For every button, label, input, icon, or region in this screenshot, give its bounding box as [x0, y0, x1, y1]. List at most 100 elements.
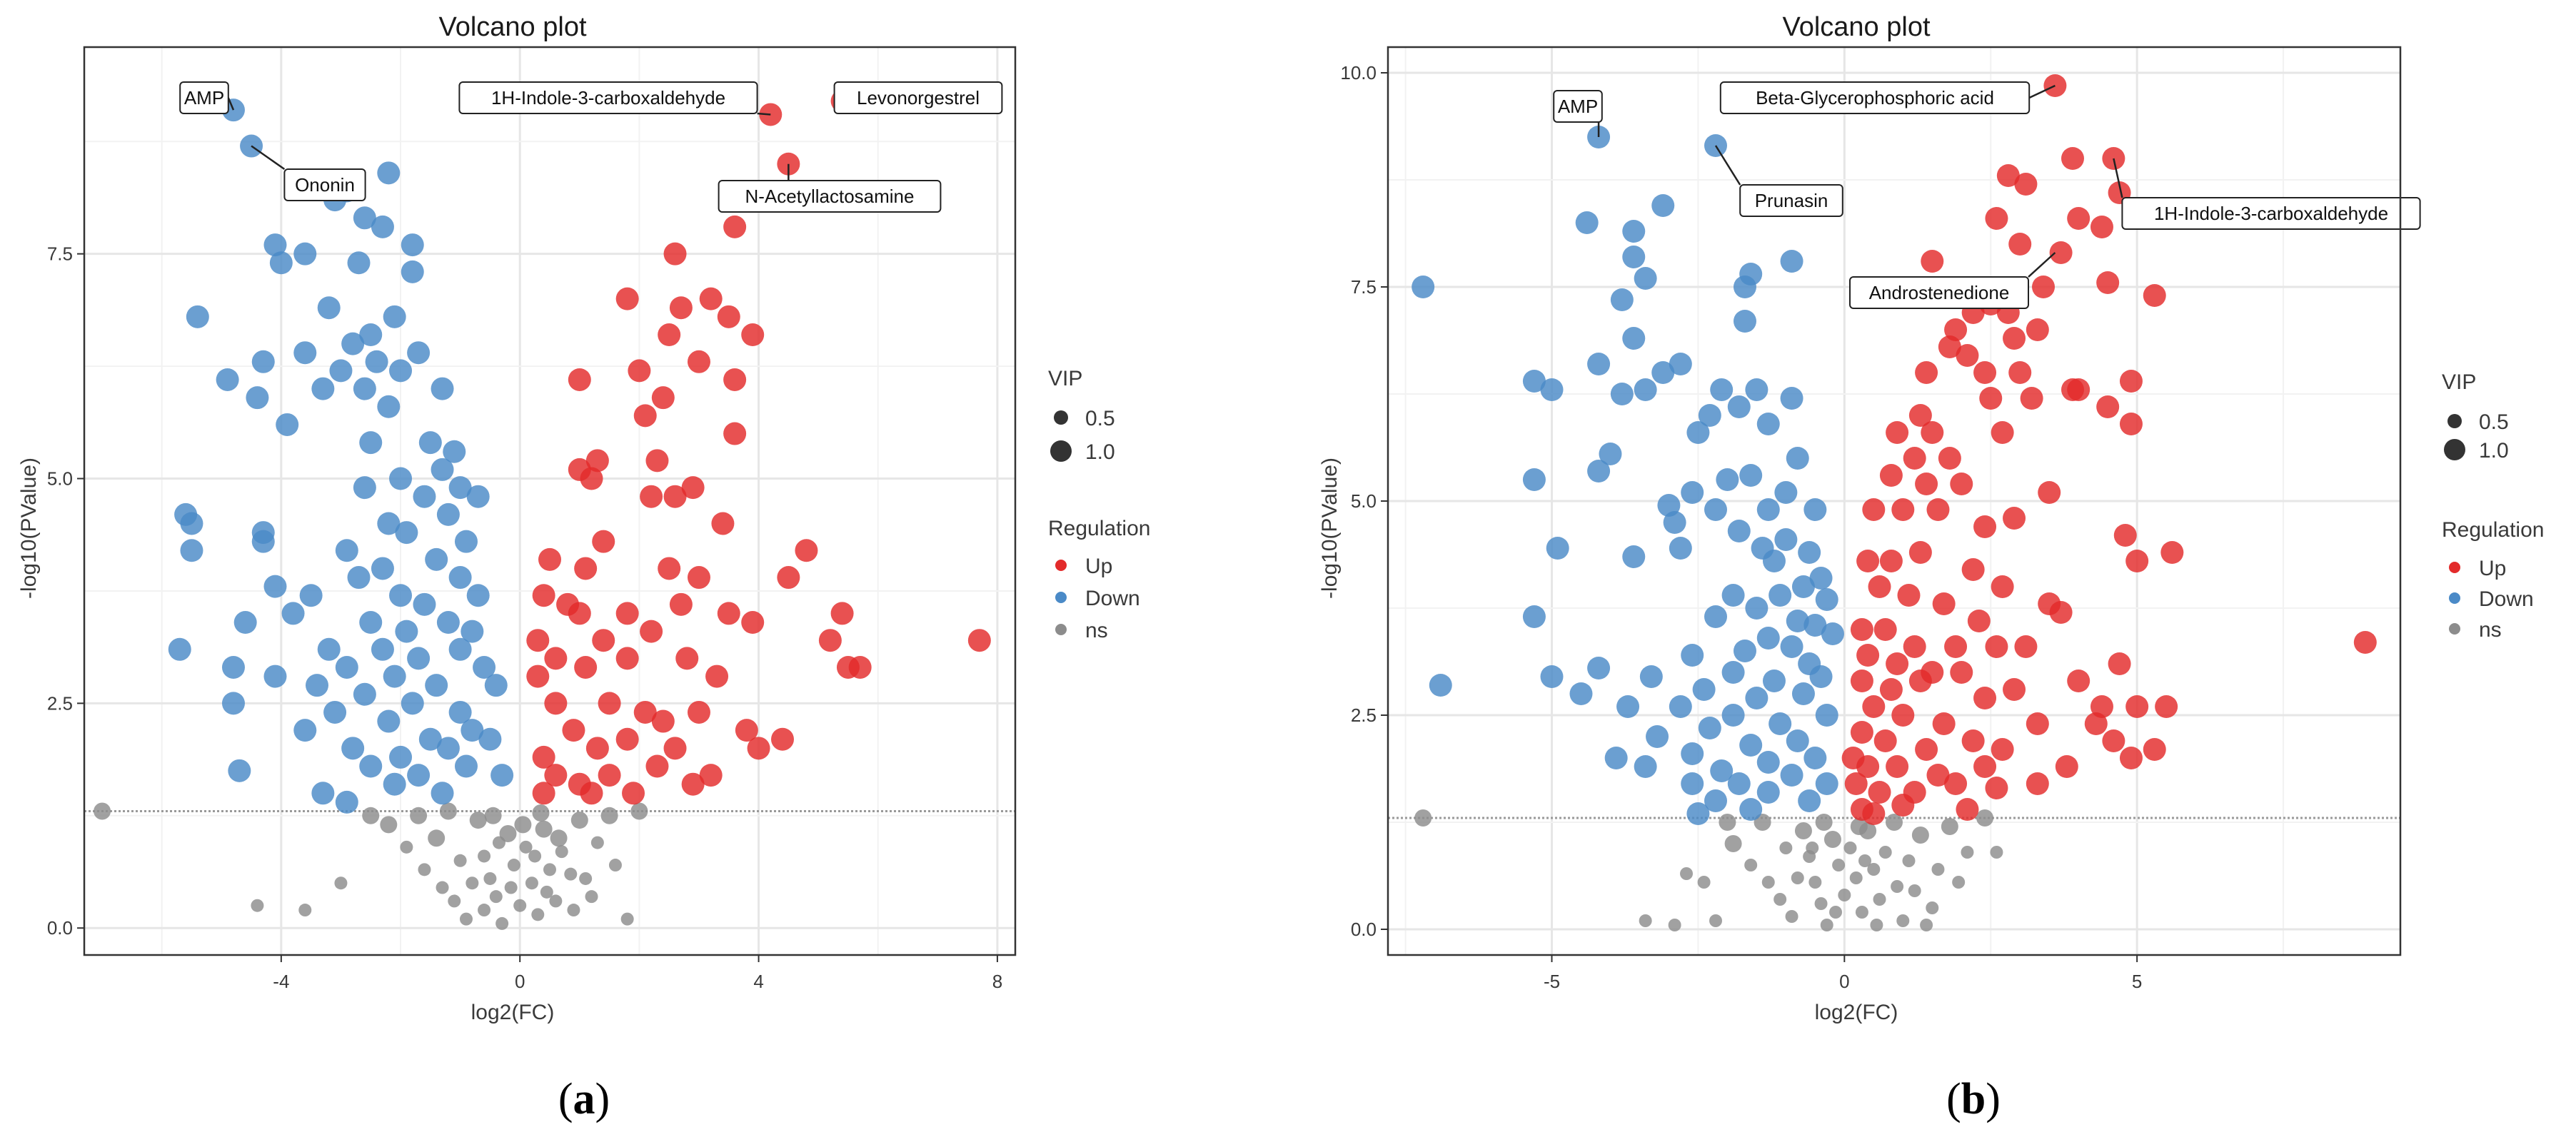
data-point-up: [848, 655, 872, 679]
data-point-up: [1915, 361, 1938, 384]
data-point-down: [1587, 353, 1611, 375]
data-point-up: [1985, 635, 2008, 658]
data-point-up: [1891, 704, 1915, 727]
data-point-down: [1721, 584, 1745, 607]
data-point-down: [407, 647, 431, 670]
data-point-up: [1862, 695, 1886, 718]
y-tick-label: 5.0: [1351, 490, 1377, 512]
data-point-up: [615, 647, 639, 670]
legend-vip-small-label-a: 0.5: [1085, 407, 1115, 430]
data-point-ns: [478, 904, 491, 917]
data-point-down: [1791, 682, 1815, 705]
label-leader-line: [227, 97, 235, 111]
data-point-down: [293, 341, 317, 365]
data-point-up: [1985, 207, 2008, 230]
annotation-label-box: [2121, 197, 2421, 230]
data-point-down: [359, 611, 383, 635]
data-point-up: [1932, 712, 1956, 735]
panel-caption-letter-b: b: [1961, 1075, 1986, 1123]
data-point-down: [269, 251, 293, 275]
data-point-up: [717, 602, 740, 625]
plot-area-b: -5 0 5 0.0 2.5 5.0 7.5 10.0 AMP Prunasin Beta-Glyc…: [1340, 46, 2421, 992]
data-point-up: [568, 602, 591, 625]
data-point-down: [413, 485, 436, 508]
data-point-ns: [1639, 914, 1652, 927]
x-tick-label: 4: [753, 971, 763, 992]
data-point-up: [2014, 173, 2038, 196]
data-point-down: [1774, 481, 1798, 504]
data-point-down: [263, 575, 287, 598]
data-point-up: [2008, 361, 2032, 384]
data-point-down: [1646, 725, 1669, 748]
data-point-up: [699, 764, 723, 787]
chart-title-b: Volcano plot: [1782, 12, 1930, 42]
data-point-up: [777, 566, 800, 590]
data-point-ns: [298, 904, 312, 917]
data-point-down: [1815, 772, 1838, 795]
data-point-up: [741, 611, 765, 635]
label-leader-line: [2028, 252, 2056, 278]
label-leader-line: [757, 112, 771, 116]
data-point-ns: [489, 890, 503, 904]
annotation-label: N-Acetyllactosamine: [745, 186, 915, 207]
data-point-down: [311, 377, 335, 400]
annotation-label: AMP: [1558, 96, 1598, 117]
data-point-down: [168, 637, 191, 661]
data-point-down: [1622, 545, 1646, 568]
data-point-down: [1798, 789, 1821, 812]
data-point-down: [1739, 464, 1763, 487]
data-point-down: [335, 655, 358, 679]
data-point-down: [1762, 550, 1786, 572]
data-point-up: [771, 727, 794, 751]
data-point-ns: [1976, 809, 1994, 827]
data-point-up: [2020, 387, 2043, 410]
data-point-up: [2155, 695, 2178, 718]
data-point-down: [1798, 541, 1821, 564]
data-point-up: [622, 782, 645, 805]
annotation-label-box: [1719, 81, 2031, 114]
data-point-down: [251, 350, 275, 373]
data-point-down: [1651, 361, 1675, 384]
data-point-up: [574, 557, 598, 580]
x-tick-label: 8: [992, 971, 1002, 992]
data-point-down: [407, 764, 431, 787]
data-point-ns: [483, 871, 497, 885]
y-tick-label: 2.5: [47, 692, 73, 714]
data-point-ns: [1697, 876, 1711, 889]
label-leader-line: [2113, 158, 2123, 198]
data-point-down: [431, 377, 454, 400]
data-point-down: [436, 737, 460, 760]
data-point-up: [1967, 610, 1991, 632]
legend-b: VIP 0.5 1.0 Regulation Up Down ns: [2442, 370, 2544, 642]
data-point-up: [2003, 678, 2026, 701]
data-point-down: [335, 539, 358, 562]
legend-vip-title-a: VIP: [1048, 367, 1082, 390]
x-tick-label: 0: [515, 971, 525, 992]
legend-vip-small-a: [1054, 410, 1068, 425]
data-point-up: [1903, 635, 1926, 658]
data-point-down: [1756, 498, 1780, 521]
data-point-down: [461, 719, 484, 742]
data-point-ns: [362, 807, 380, 824]
data-point-up: [2014, 635, 2038, 658]
data-point-ns: [1814, 897, 1828, 910]
data-point-up: [1879, 678, 1903, 701]
data-point-down: [233, 611, 257, 635]
data-point-down: [1704, 789, 1728, 812]
data-point-up: [2003, 507, 2026, 530]
data-point-up: [687, 566, 710, 590]
data-point-down: [1733, 276, 1756, 298]
data-point-up: [1862, 498, 1886, 521]
data-point-up: [585, 737, 609, 760]
data-point-ns: [570, 812, 588, 829]
plot-frame: [1387, 46, 2402, 956]
data-point-up: [2096, 271, 2120, 294]
data-point-ns: [492, 836, 505, 849]
data-point-ns: [1911, 827, 1929, 844]
y-tick-label: 0.0: [1351, 919, 1377, 940]
data-point-ns: [1773, 893, 1787, 906]
x-tick-label: -5: [1544, 971, 1560, 992]
data-point-up: [1944, 772, 1968, 795]
data-point-up: [1973, 755, 1997, 778]
data-point-ns: [1941, 818, 1958, 835]
